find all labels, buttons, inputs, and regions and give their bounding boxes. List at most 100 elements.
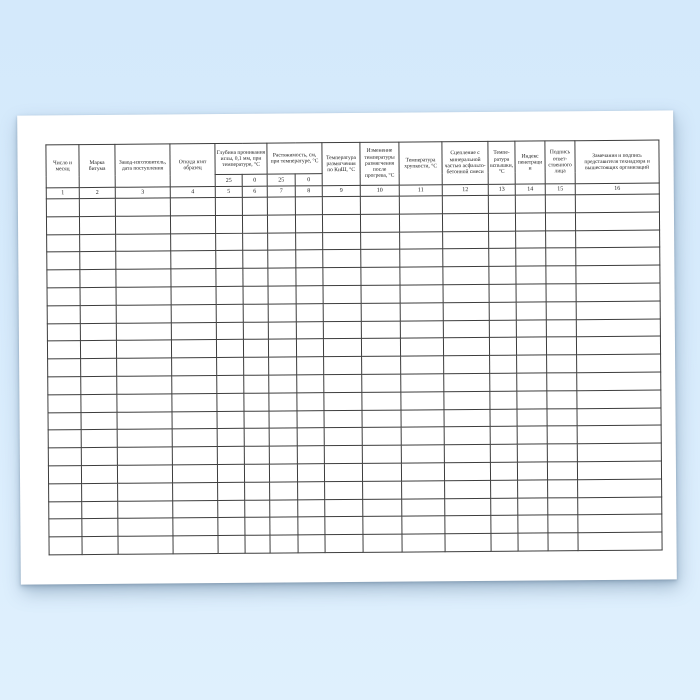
table-cell [443,391,491,410]
table-cell [297,517,326,536]
table-cell [297,445,325,464]
table-cell [576,336,661,355]
table-cell [46,251,80,271]
table-cell [515,248,546,267]
table-header: Число и месяц Марка битума Завод-изготовит… [45,140,660,199]
table-cell [576,389,662,409]
table-cell [217,464,245,483]
table-cell [490,515,518,534]
table-cell [115,269,172,288]
header-row: Число и месяц Марка битума Завод-изготовит… [45,140,660,188]
table-cell [217,446,245,465]
table-cell [217,428,245,447]
table-cell [81,500,118,519]
table-cell [116,340,172,359]
table-cell [516,372,547,391]
table-cell [81,536,119,555]
table-cell [362,480,402,499]
table-cell [48,429,82,449]
table-cell [242,268,269,287]
table-cell [117,500,173,519]
table-cell [361,320,401,339]
table-cell [516,319,547,338]
column-number: 14 [515,183,546,196]
table-cell [117,464,173,484]
column-number: 16 [575,183,660,195]
table-cell [171,286,217,305]
table-cell [322,249,361,268]
table-cell [269,499,298,518]
table-cell [46,198,80,217]
table-cell [115,197,171,217]
table-cell [517,461,548,480]
table-cell [577,478,662,498]
table-cell [172,535,219,554]
table-cell [217,535,246,554]
table-row [48,532,663,555]
document-page: Число и месяц Марка битума Завод-изготовит… [17,110,677,585]
table-cell [172,517,218,537]
table-cell [322,214,361,233]
table-cell [442,195,489,214]
table-cell [48,501,82,520]
table-cell [323,303,362,322]
column-header: Марка битума [78,144,116,188]
table-cell [217,499,245,518]
table-cell [117,536,174,555]
table-cell [81,483,118,502]
table-cell [577,407,662,427]
table-cell [517,515,548,534]
table-cell [296,356,324,375]
table-cell [297,463,325,482]
table-cell [80,287,117,306]
table-cell [269,446,298,465]
table-cell [297,499,325,518]
table-cell [80,376,117,395]
table-cell [546,372,577,391]
column-header: Индекс пенетрации [514,140,546,185]
table-cell [517,497,548,516]
table-cell [243,357,269,376]
table-cell [297,534,326,553]
table-cell [47,340,81,360]
table-cell [297,481,325,500]
table-cell [401,480,445,499]
table-cell [490,533,519,552]
table-cell [547,461,578,480]
table-cell [489,319,517,338]
table-cell [81,518,118,537]
column-number: 15 [545,183,576,195]
table-cell [296,339,324,358]
table-cell [170,250,216,270]
table-cell [81,465,118,484]
table-cell [363,534,403,553]
column-number: 1 [46,187,80,199]
table-cell [46,269,81,288]
table-cell [489,284,517,303]
table-cell [268,303,297,322]
table-cell [79,269,117,288]
table-cell [244,535,271,554]
table-cell [490,497,518,516]
table-cell [517,444,548,463]
table-cell [267,232,296,251]
table-cell [47,358,81,377]
table-cell [575,265,661,284]
table-cell [242,214,268,233]
table-cell [360,196,400,215]
table-cell [575,229,660,249]
table-cell [576,372,661,391]
table-cell [489,337,517,356]
table-cell [80,411,118,430]
table-cell [215,250,243,269]
table-cell [323,338,362,357]
table-cell [323,374,362,393]
column-header: Темпе­ратура размяг­чения по КиШ, °С [321,142,361,186]
table-cell [400,320,444,339]
table-cell [267,250,296,269]
table-cell [215,232,243,251]
table-cell [269,410,298,429]
table-cell [216,393,244,412]
column-header: Сцепление с минеральной частью асфальто-… [441,141,489,185]
table-cell [545,248,576,267]
